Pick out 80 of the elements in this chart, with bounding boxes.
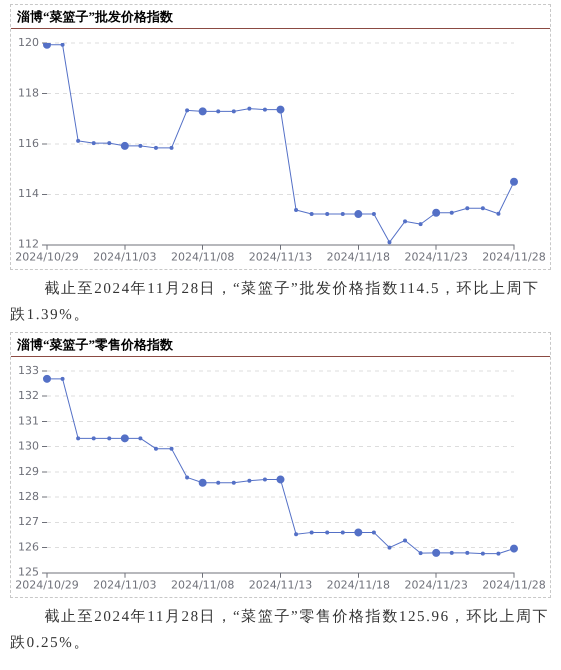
y-tick-label: 127	[18, 515, 39, 528]
point	[340, 212, 345, 216]
y-tick-label: 118	[18, 86, 39, 100]
point	[185, 108, 190, 112]
text: 截止至2024年11月28日，“菜篮子”零售价格指数125.96，环比上周下跌0.25%。	[10, 608, 550, 653]
x-tick-label: 2024/11/18	[326, 578, 390, 592]
point	[294, 208, 298, 212]
x-tick-label: 2024/11/08	[170, 578, 234, 592]
y-tick-label: 120	[18, 36, 39, 49]
point	[154, 446, 158, 451]
point	[138, 144, 142, 148]
x-tick-label: 2024/11/03	[93, 578, 157, 592]
point	[170, 146, 174, 150]
text: 截止至2024年11月28日，“菜篮子”批发价格指数114.5，环比上周下跌1.39%。	[10, 280, 541, 325]
point	[480, 552, 485, 556]
point	[107, 436, 112, 440]
y-tick-label: 131	[18, 414, 39, 428]
point	[310, 530, 314, 534]
x-tick-label: 2024/11/08	[170, 250, 234, 264]
point	[60, 43, 65, 47]
point	[216, 109, 220, 114]
point	[170, 446, 174, 451]
y-tick-label: 128	[18, 490, 39, 503]
point	[185, 475, 190, 480]
point	[247, 478, 252, 483]
point	[372, 212, 376, 216]
point	[480, 206, 485, 210]
point	[60, 376, 65, 381]
point	[107, 141, 112, 146]
point	[325, 530, 330, 534]
x-tick-label: 2024/10/29	[15, 578, 79, 592]
point	[496, 552, 500, 556]
point	[92, 436, 96, 440]
x-tick-label: 2024/11/28	[482, 578, 546, 592]
point	[387, 546, 392, 550]
y-tick-label: 126	[18, 540, 39, 554]
point	[216, 480, 220, 485]
point	[403, 538, 408, 543]
x-tick-label: 2024/11/03	[93, 250, 157, 264]
point	[232, 480, 236, 485]
point	[262, 108, 267, 112]
y-tick-label: 132	[18, 389, 39, 402]
y-tick-label: 114	[18, 187, 39, 200]
point	[418, 551, 423, 556]
y-tick-label: 133	[18, 364, 39, 377]
point	[76, 138, 80, 143]
point	[154, 146, 158, 150]
x-tick-label: 2024/11/23	[404, 250, 468, 264]
y-tick-label: 130	[18, 440, 39, 453]
point	[92, 141, 96, 146]
point	[247, 106, 252, 111]
x-tick-label: 2024/11/13	[248, 578, 312, 592]
point	[262, 477, 267, 482]
point	[387, 240, 392, 244]
point	[465, 206, 470, 210]
point	[418, 222, 423, 226]
point	[232, 109, 236, 114]
point	[450, 210, 454, 215]
point	[496, 212, 500, 216]
x-tick-label: 2024/11/18	[326, 250, 390, 264]
point	[138, 436, 142, 440]
y-tick-label: 116	[18, 136, 39, 150]
y-tick-label: 125	[18, 566, 39, 579]
chart-title: 淄博“菜篮子”批发价格指数	[11, 5, 550, 29]
point	[372, 530, 376, 534]
x-tick-label: 2024/11/28	[482, 250, 546, 264]
point	[76, 436, 80, 440]
point	[310, 212, 314, 216]
point	[403, 219, 408, 224]
point	[325, 212, 330, 216]
point	[450, 550, 454, 555]
point	[294, 532, 298, 536]
chart-title: 淄博“菜篮子”零售价格指数	[11, 333, 550, 357]
point	[465, 550, 470, 555]
y-tick-label: 112	[18, 238, 39, 251]
y-tick-label: 129	[18, 464, 39, 478]
x-tick-label: 2024/10/29	[15, 250, 79, 264]
x-tick-label: 2024/11/23	[404, 578, 468, 592]
point	[340, 530, 345, 534]
x-tick-label: 2024/11/13	[248, 250, 312, 264]
